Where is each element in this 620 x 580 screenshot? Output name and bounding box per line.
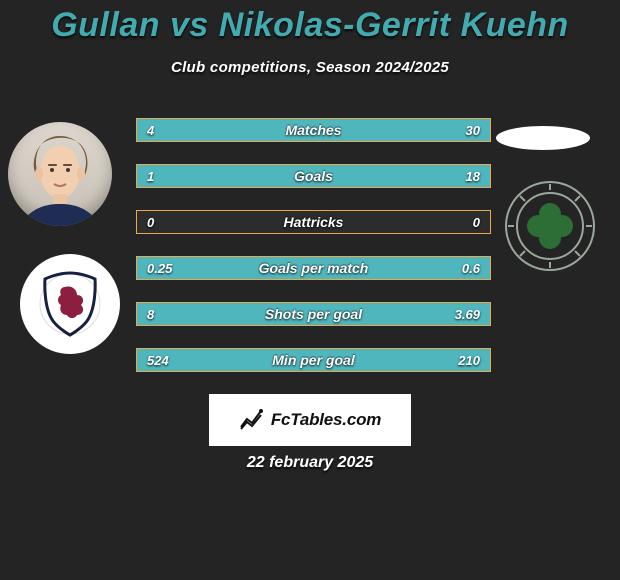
player-left-avatar	[8, 122, 112, 226]
club-crest-icon	[500, 176, 600, 276]
stat-label: Min per goal	[137, 349, 490, 371]
stat-row: 118Goals	[136, 164, 491, 188]
person-icon	[8, 122, 112, 226]
player-right-avatar	[496, 126, 590, 150]
club-left-badge	[20, 254, 120, 354]
stat-row: 83.69Shots per goal	[136, 302, 491, 326]
brand-mark-icon	[239, 407, 265, 433]
stat-label: Matches	[137, 119, 490, 141]
club-right-badge	[500, 176, 600, 276]
stat-row: 524210Min per goal	[136, 348, 491, 372]
stat-label: Goals	[137, 165, 490, 187]
stat-label: Hattricks	[137, 211, 490, 233]
brand-box: FcTables.com	[209, 394, 411, 446]
brand-text: FcTables.com	[271, 410, 381, 430]
page-subtitle: Club competitions, Season 2024/2025	[0, 59, 620, 76]
stat-label: Shots per goal	[137, 303, 490, 325]
comparison-card: Gullan vs Nikolas-Gerrit Kuehn Club comp…	[0, 0, 620, 580]
stat-row: 0.250.6Goals per match	[136, 256, 491, 280]
stat-row: 430Matches	[136, 118, 491, 142]
stat-bars: 430Matches 118Goals 00Hattricks 0.250.6Goal…	[136, 118, 491, 394]
stat-label: Goals per match	[137, 257, 490, 279]
page-title: Gullan vs Nikolas-Gerrit Kuehn	[0, 0, 620, 45]
shield-icon	[35, 269, 105, 339]
footer-date: 22 february 2025	[0, 454, 620, 472]
stat-row: 00Hattricks	[136, 210, 491, 234]
